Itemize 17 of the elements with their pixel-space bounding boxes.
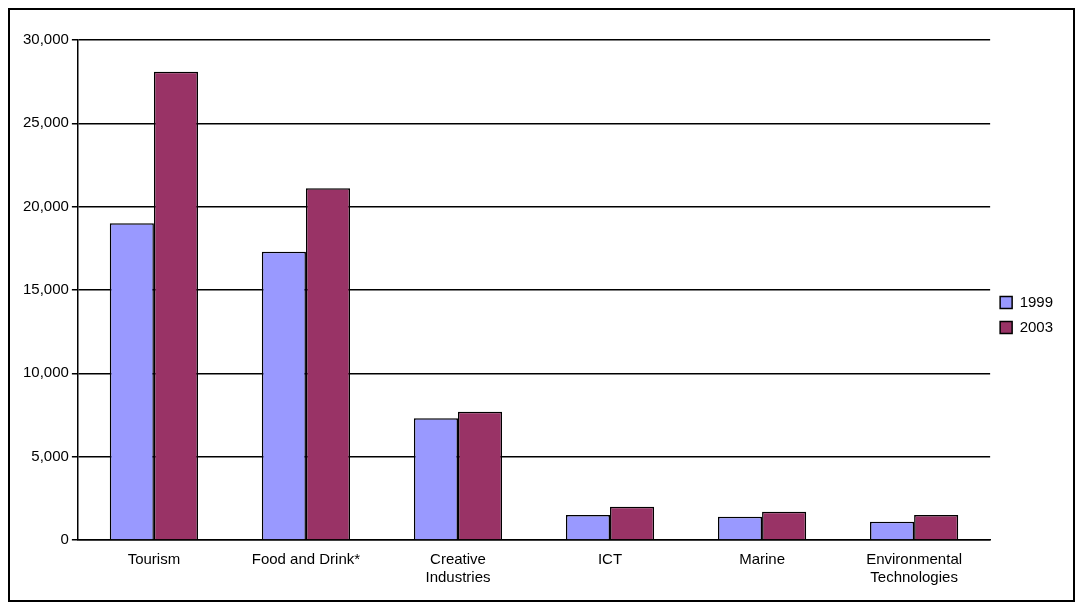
x-tick-label: Tourism — [127, 550, 181, 568]
x-tick-label: Marine — [739, 550, 785, 568]
category-label: Environmental — [866, 550, 963, 568]
category-label: Creative — [430, 550, 486, 568]
y-tick-label: 5,000 — [31, 446, 69, 464]
y-tick-label: 0 — [60, 530, 69, 548]
y-tick-label: 30,000 — [22, 30, 69, 48]
category-label: Technologies — [870, 568, 958, 586]
category-label: Industries — [425, 568, 491, 586]
y-tick-label: 10,000 — [22, 363, 69, 381]
legend-label: 1999 — [1019, 292, 1054, 310]
y-tick-label: 25,000 — [22, 113, 69, 131]
y-tick-label: 15,000 — [22, 280, 69, 298]
x-tick-label: Food and Drink* — [251, 550, 361, 568]
legend-label: 2003 — [1019, 317, 1054, 335]
x-tick-label: ICT — [597, 550, 623, 568]
y-tick-label: 20,000 — [22, 196, 69, 214]
